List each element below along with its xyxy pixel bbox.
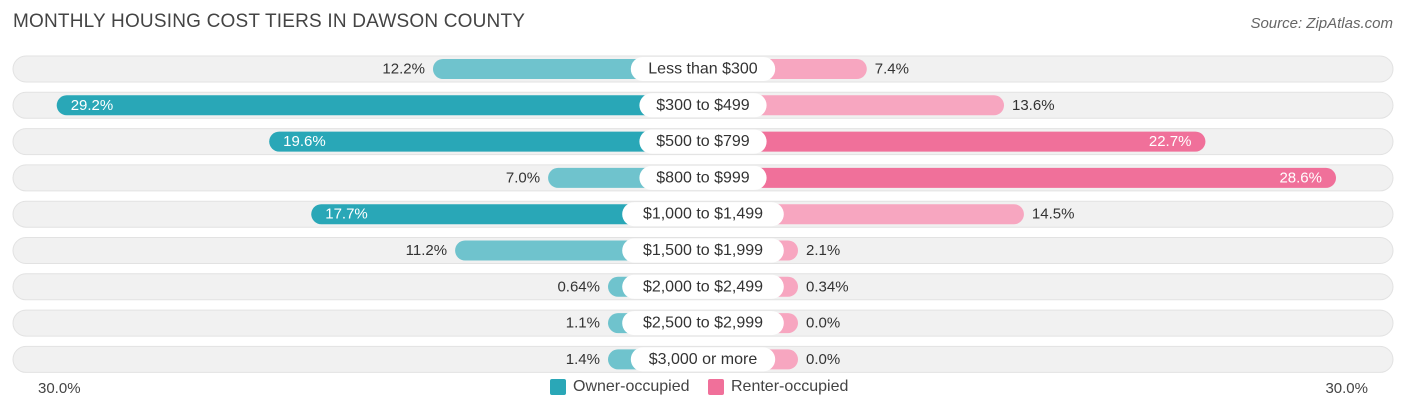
owner-bar: [56, 95, 703, 116]
renter-bar: [703, 167, 1337, 188]
legend-owner-swatch: [550, 379, 566, 395]
owner-value-label: 29.2%: [71, 97, 114, 114]
owner-value-label: 11.2%: [406, 242, 447, 259]
legend-renter-label: Renter-occupied: [731, 378, 849, 395]
source-note: Source: ZipAtlas.com: [1250, 15, 1393, 32]
category-pill: [630, 347, 776, 372]
category-label: $1,000 to $1,499: [643, 206, 763, 223]
category-pill: [639, 165, 767, 190]
category-label: $1,500 to $1,999: [643, 242, 763, 259]
category-label: $500 to $799: [656, 133, 750, 150]
category-pill: [622, 274, 784, 299]
owner-value-label: 1.4%: [566, 351, 600, 368]
category-pill: [639, 129, 767, 154]
axis-right-label: 30.0%: [1325, 380, 1368, 397]
category-pill: [630, 57, 776, 81]
renter-value-label: 22.7%: [1149, 133, 1192, 150]
renter-value-label: 0.0%: [806, 351, 840, 368]
renter-value-label: 2.1%: [806, 242, 840, 259]
category-label: $2,000 to $2,499: [643, 278, 763, 295]
renter-value-label: 13.6%: [1012, 97, 1055, 114]
legend-renter-swatch: [708, 379, 724, 395]
renter-value-label: 28.6%: [1279, 169, 1322, 186]
category-pill: [622, 311, 784, 336]
owner-bar: [311, 204, 703, 225]
category-label: $2,500 to $2,999: [643, 315, 763, 332]
legend-owner-label: Owner-occupied: [573, 378, 690, 395]
renter-bar: [703, 131, 1206, 152]
category-label: Less than $300: [648, 61, 758, 78]
legend-owner: Owner-occupied: [550, 378, 690, 396]
category-label: $300 to $499: [656, 97, 750, 114]
renter-value-label: 0.0%: [806, 315, 840, 332]
category-label: $3,000 or more: [649, 351, 758, 368]
owner-value-label: 1.1%: [566, 315, 600, 332]
owner-value-label: 7.0%: [506, 169, 540, 186]
owner-value-label: 0.64%: [557, 278, 600, 295]
chart-svg: 12.2% 7.4% Less than $300 29.2% 13.6% $300 to…: [12, 55, 1394, 373]
renter-value-label: 7.4%: [875, 61, 909, 78]
category-label: $800 to $999: [656, 169, 750, 186]
category-pill: [622, 202, 784, 227]
axis-left-label: 30.0%: [38, 380, 81, 397]
owner-value-label: 19.6%: [283, 133, 326, 150]
legend: Owner-occupied Renter-occupied: [0, 378, 1406, 402]
owner-value-label: 12.2%: [382, 61, 425, 78]
renter-bar: [703, 95, 1005, 116]
renter-value-label: 14.5%: [1032, 206, 1075, 223]
legend-renter: Renter-occupied: [708, 378, 848, 396]
owner-value-label: 17.7%: [325, 206, 368, 223]
chart-title: MONTHLY HOUSING COST TIERS IN DAWSON COU…: [13, 11, 526, 32]
renter-bar: [703, 204, 1024, 225]
owner-bar: [269, 131, 703, 152]
category-pill: [622, 238, 784, 263]
category-pill: [639, 93, 767, 118]
renter-value-label: 0.34%: [806, 278, 849, 295]
